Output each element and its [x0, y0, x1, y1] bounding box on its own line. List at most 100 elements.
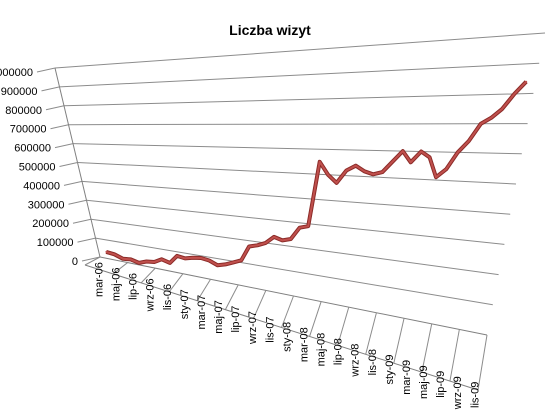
x-tick-label: lis-08: [367, 349, 379, 375]
data-point: [122, 257, 124, 260]
y-tick-label: 0: [72, 256, 78, 268]
data-point: [113, 253, 116, 256]
gridline-depth: [63, 180, 83, 186]
floor-line: [281, 295, 294, 328]
y-tick-label: 800000: [5, 105, 42, 117]
data-point: [145, 260, 148, 263]
gridline: [54, 32, 546, 69]
data-point: [318, 160, 321, 163]
y-tick-label: 700000: [10, 124, 47, 136]
x-tick-label: lip-08: [333, 338, 345, 365]
data-point: [307, 225, 310, 228]
gridline-depth: [54, 143, 74, 149]
data-point: [216, 264, 219, 267]
y-axis-line: [54, 67, 101, 258]
gridline-depth: [59, 162, 78, 167]
x-tick-label: lip-09: [435, 371, 447, 398]
x-tick-label: sty-08: [281, 322, 293, 352]
floor-line: [337, 307, 350, 346]
x-tick-label: sty-09: [384, 354, 396, 384]
gridline: [95, 237, 493, 306]
floor-line: [365, 312, 377, 355]
data-point: [420, 150, 423, 153]
series-line-shadow: [105, 80, 528, 268]
data-point: [169, 262, 171, 264]
data-point: [176, 255, 178, 257]
gridline: [72, 143, 522, 155]
gridline-depth: [36, 67, 56, 73]
data-point: [256, 244, 259, 247]
floor-line: [477, 334, 488, 391]
gridline: [63, 92, 534, 107]
gridline: [59, 62, 540, 88]
data-point: [435, 176, 437, 179]
gridline-depth: [72, 218, 92, 224]
x-tick-label: maj-09: [418, 365, 430, 399]
gridline-depth: [68, 199, 87, 205]
axes: [54, 67, 488, 391]
series-visits: [105, 80, 528, 268]
y-tick-label: 100000: [37, 237, 74, 249]
data-point: [289, 238, 292, 240]
x-axis-line: [84, 264, 479, 391]
y-axis-ticks: 0 100000 200000 300000 400000 500000 600000 700…: [0, 67, 78, 268]
data-point: [354, 164, 357, 167]
x-tick-label: wrz-08: [350, 344, 362, 378]
x-tick-label: maj-07: [213, 300, 225, 334]
y-tick-label: 300000: [28, 199, 65, 211]
x-tick-label: wrz-07: [247, 311, 259, 345]
x-tick-label: lip-06: [128, 273, 140, 300]
data-point: [248, 245, 251, 248]
x-tick-label: sty-07: [179, 289, 191, 319]
data-point: [240, 259, 243, 262]
floor-line: [393, 318, 405, 364]
data-point: [480, 122, 482, 125]
gridline: [86, 199, 505, 245]
y-tick-label: 1000000: [0, 67, 33, 79]
floor-line: [168, 273, 184, 293]
gridline: [81, 180, 511, 215]
y-tick-label: 600000: [14, 143, 51, 155]
floor-line: [252, 290, 267, 319]
gridline: [77, 162, 517, 185]
gridlines: [36, 32, 546, 336]
data-point: [467, 140, 470, 142]
data-point: [192, 256, 194, 259]
floor-line: [140, 267, 156, 284]
data-point: [264, 242, 267, 244]
data-point: [445, 168, 448, 171]
y-tick-label: 200000: [32, 218, 69, 230]
floor-line: [196, 279, 211, 301]
floor-line: [84, 256, 101, 266]
data-point: [409, 161, 412, 164]
floor-line: [224, 284, 239, 310]
series-line: [105, 81, 527, 267]
data-point: [273, 235, 275, 238]
data-point: [327, 173, 329, 176]
y-tick-label: 400000: [23, 180, 60, 192]
gridline-depth: [45, 105, 65, 111]
data-point: [501, 108, 504, 110]
gridline-depth: [50, 124, 69, 130]
data-point: [456, 151, 459, 154]
x-tick-label: wrz-06: [145, 278, 157, 312]
y-tick-label: 900000: [1, 86, 38, 98]
x-tick-label: mar-07: [196, 295, 208, 330]
data-point: [513, 93, 516, 95]
data-point: [391, 160, 394, 163]
x-tick-label: lis-09: [469, 382, 481, 408]
x-tick-label: maj-06: [111, 268, 123, 302]
data-point: [428, 156, 431, 159]
data-point: [208, 259, 211, 262]
data-point: [232, 261, 235, 264]
data-point: [381, 171, 384, 173]
data-point: [525, 80, 528, 83]
gridline: [68, 123, 528, 126]
x-tick-label: lis-07: [264, 316, 276, 342]
x-tick-label: lip-07: [230, 306, 242, 333]
x-tick-label: maj-08: [316, 333, 328, 367]
x-tick-label: mar-06: [93, 262, 105, 297]
data-point: [335, 182, 338, 184]
